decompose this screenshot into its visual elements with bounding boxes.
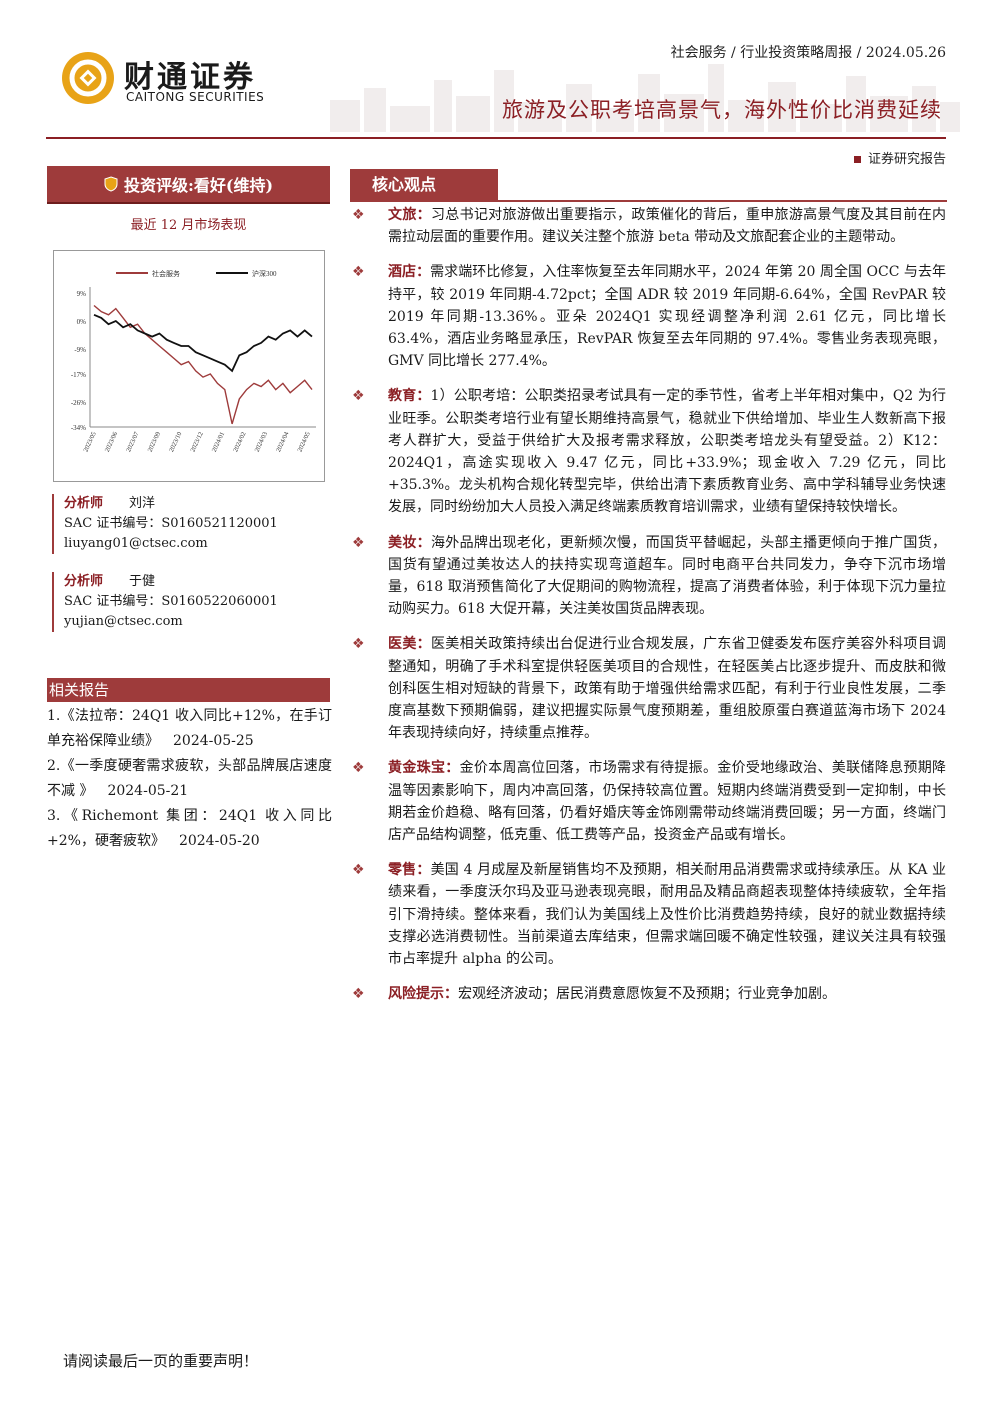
y-tick-label: -9%: [74, 346, 86, 354]
core-point: ❖ 风险提示：宏观经济波动；居民消费意愿恢复不及预期；行业竞争加剧。: [352, 983, 946, 1005]
logo-text-en: CAITONG SECURITIES: [126, 90, 265, 104]
core-point: ❖ 医美：医美相关政策持续出台促进行业合规发展，广东省卫健委发布医疗美容外科项目调…: [352, 633, 946, 744]
x-tick-label: 2024/04: [275, 430, 291, 453]
skyline-decoration: [330, 64, 960, 132]
x-tick-label: 2023/05: [82, 431, 97, 453]
legend-label: 社会服务: [152, 269, 180, 278]
report-title: 旅游及公职考培高景气，海外性价比消费延续: [502, 98, 942, 122]
related-report-item[interactable]: 2.《一季度硬奢需求疲软，头部品牌展店速度不减 》 2024-05-21: [47, 758, 332, 799]
analyst-name: 于健: [129, 574, 156, 589]
x-tick-label: 2023/09: [147, 431, 162, 453]
related-report-item[interactable]: 1.《法拉帝：24Q1 收入同比+12%，在手订单充裕保障业绩》 2024-05-…: [47, 708, 332, 749]
performance-chart-svg: 9% 0% -9% -17% -26% -34%2023/05 2023/06 2023/07…: [71, 269, 316, 453]
performance-caption: 最近 12 月市场表现: [130, 218, 247, 233]
x-tick-label: 2024/02: [232, 431, 247, 453]
diamond-bullet-icon: ❖: [352, 862, 365, 879]
analyst-block: 分析师 于健 SAC 证书编号：S0160522060001 yujian@cts…: [52, 572, 278, 632]
analyst-role: 分析师: [64, 496, 104, 511]
core-point: ❖ 美妆：海外品牌出现老化，更新频次慢，而国货平替崛起，头部主播更倾向于推广国货，…: [352, 532, 946, 621]
legend-label: 沪深300: [252, 269, 277, 278]
x-tick-label: 2023/12: [189, 431, 204, 453]
x-tick-label: 2024/01: [211, 431, 226, 453]
disclaimer-note: 请阅读最后一页的重要声明！: [63, 1352, 259, 1370]
y-tick-label: -17%: [71, 371, 86, 379]
y-tick-label: 9%: [77, 290, 87, 298]
x-tick-label: 2024/05: [296, 431, 311, 453]
core-point: ❖ 酒店：需求端环比修复，入住率恢复至去年同期水平，2024 年第 20 周全国 …: [352, 261, 946, 372]
report-meta: 社会服务 / 行业投资策略周报 / 2024.05.26: [670, 45, 946, 61]
x-tick-label: 2023/06: [104, 430, 120, 453]
analyst-role: 分析师: [64, 574, 104, 589]
diamond-bullet-icon: ❖: [352, 207, 365, 223]
related-report-item[interactable]: 3.《Richemont 集团：24Q1 收入同比+2%，硬奢疲软》 2024-0…: [47, 808, 332, 849]
analyst-email[interactable]: yujian@ctsec.com: [64, 614, 183, 629]
related-reports-list: 1.《法拉帝：24Q1 收入同比+12%，在手订单充裕保障业绩》 2024-05-…: [47, 704, 332, 854]
rating-text: 投资评级:看好(维持): [123, 176, 274, 195]
logo-text-cn: 财通证券: [124, 60, 256, 95]
core-point: ❖ 文旅：习总书记对旅游做出重要指示，政策催化的背后，重申旅游高景气度及其目前在内…: [352, 204, 946, 248]
diamond-bullet-icon: ❖: [352, 760, 365, 777]
investment-rating: 投资评级:看好(维持): [47, 166, 330, 204]
diamond-bullet-icon: ❖: [352, 534, 365, 551]
core-point: ❖ 零售：美国 4 月成屋及新屋销售均不及预期，相关耐用品消费需求或持续承压。从 …: [352, 859, 946, 970]
x-tick-label: 2024/03: [254, 431, 269, 453]
series-line: [93, 313, 313, 373]
diamond-bullet-icon: ❖: [352, 264, 365, 281]
core-views-divider: [350, 200, 947, 202]
x-tick-label: 2023/10: [168, 431, 183, 453]
related-reports-title: 相关报告: [47, 678, 330, 702]
shield-icon: [104, 176, 118, 192]
analyst-email[interactable]: liuyang01@ctsec.com: [64, 536, 208, 551]
analyst-name: 刘洋: [129, 496, 156, 511]
diamond-bullet-icon: ❖: [352, 636, 365, 653]
diamond-bullet-icon: ❖: [352, 986, 365, 1003]
analyst-sac: SAC 证书编号：S0160522060001: [64, 594, 278, 609]
header-divider: [46, 137, 946, 139]
y-tick-label: -26%: [71, 399, 86, 407]
diamond-bullet-icon: ❖: [352, 388, 365, 405]
core-point: ❖ 教育：1）公职考培：公职类招录考试具有一定的季节性，省考上半年相对集中，Q2 …: [352, 385, 946, 518]
core-point: ❖ 黄金珠宝：金价本周高位回落，市场需求有待提振。金价受地缘政治、美联储降息预期降…: [352, 757, 946, 846]
core-views-title: 核心观点: [350, 169, 498, 201]
report-type: 证券研究报告: [854, 148, 946, 167]
y-tick-label: 0%: [77, 318, 87, 326]
core-points: ❖ 文旅：习总书记对旅游做出重要指示，政策催化的背后，重申旅游高景气度及其目前在内…: [352, 204, 946, 1019]
y-tick-label: -34%: [71, 424, 86, 432]
series-line: [93, 304, 313, 425]
analyst-block: 分析师 刘洋 SAC 证书编号：S0160521120001 liuyang01@…: [52, 494, 278, 554]
company-logo: 财通证券 CAITONG SECURITIES: [60, 50, 300, 114]
performance-chart: 9% 0% -9% -17% -26% -34% 2023/05 2023/06 2023/07…: [53, 250, 325, 482]
x-tick-label: 2023/07: [125, 430, 141, 453]
logo-mark-icon: [62, 52, 114, 104]
analyst-sac: SAC 证书编号：S0160521120001: [64, 516, 278, 531]
